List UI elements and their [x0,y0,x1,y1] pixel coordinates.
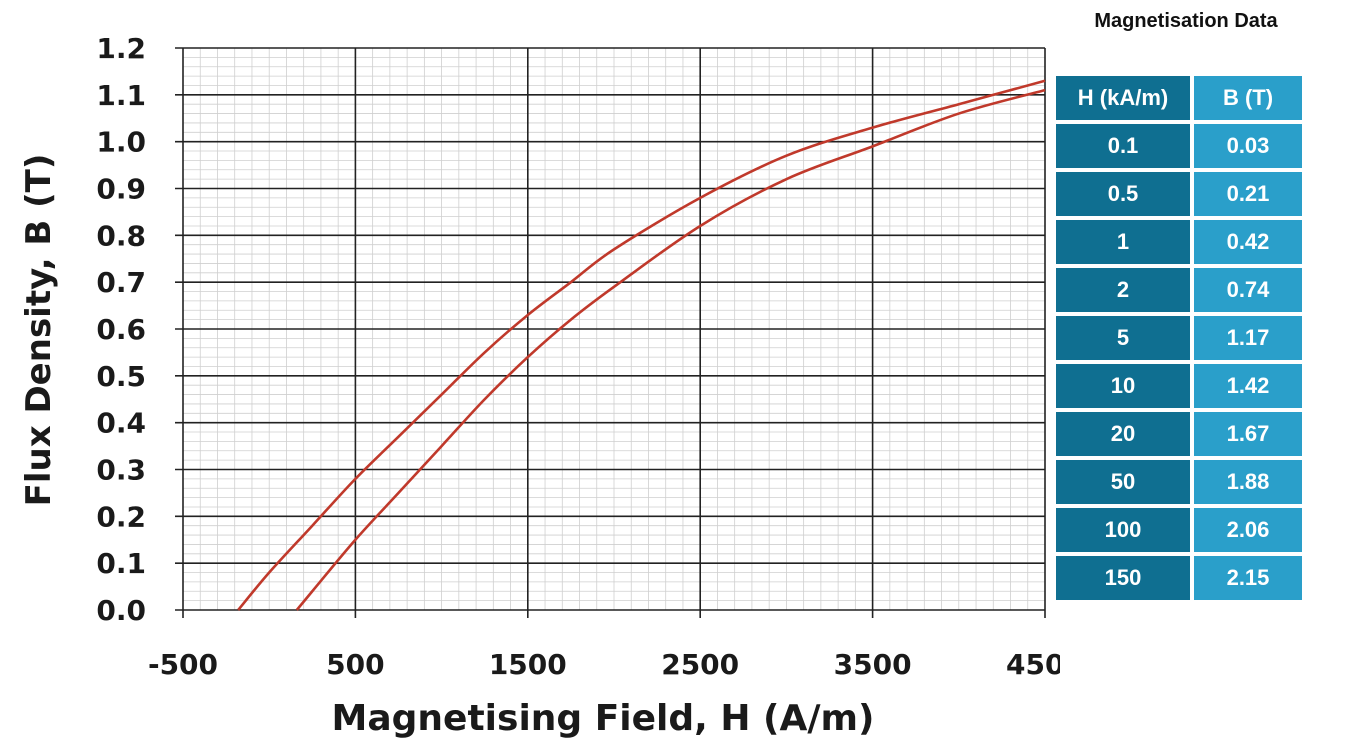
bh-chart: 0.00.10.20.30.40.50.60.70.80.91.01.11.2 … [19,32,1060,739]
y-tick-label: 0.9 [96,173,146,206]
cell-b: 1.67 [1194,412,1302,456]
table-row: 2 0.74 [1056,268,1302,312]
y-tick-label: 0.1 [96,547,146,580]
y-tick-label: 0.5 [96,360,146,393]
cell-h: 0.5 [1056,172,1190,216]
y-tick-label: 0.3 [96,454,146,487]
x-tick-label: 4500 [1006,648,1060,681]
table-title: Magnetisation Data [1094,10,1278,32]
table-row: 20 1.67 [1056,412,1302,456]
x-tick-label: 3500 [834,648,912,681]
bh-curve-2 [295,88,1046,611]
cell-h: 5 [1056,316,1190,360]
x-tick-label: -500 [148,648,218,681]
cell-h: 150 [1056,556,1190,600]
x-tick-label: 500 [326,648,384,681]
x-tick-label: 2500 [661,648,739,681]
cell-h: 50 [1056,460,1190,504]
cell-b: 0.03 [1194,124,1302,168]
x-axis-label: Magnetising Field, H (A/m) [332,698,875,739]
table-row: 10 1.42 [1056,364,1302,408]
y-tick-label: 0.2 [96,500,146,533]
y-tick-label: 0.6 [96,313,146,346]
cell-b: 2.06 [1194,508,1302,552]
cell-b: 1.42 [1194,364,1302,408]
magnetisation-table: H (kA/m) B (T) 0.1 0.03 0.5 0.21 1 0.42 2 0.… [1052,72,1306,604]
major-grid [175,47,1046,618]
table-row: 50 1.88 [1056,460,1302,504]
cell-h: 20 [1056,412,1190,456]
table-row: 0.1 0.03 [1056,124,1302,168]
cell-b: 1.17 [1194,316,1302,360]
x-tick-labels: -500 500 1500 2500 3500 4500 [148,648,1060,681]
table-header-row: H (kA/m) B (T) [1056,76,1302,120]
cell-b: 2.15 [1194,556,1302,600]
cell-h: 2 [1056,268,1190,312]
table-row: 150 2.15 [1056,556,1302,600]
y-tick-label: 1.0 [96,126,146,159]
x-tick-label: 1500 [489,648,567,681]
y-tick-labels: 0.0 0.1 0.2 0.3 0.4 0.5 0.6 0.7 0.8 0.9 1.0 1.1 1.2 [96,32,146,627]
cell-h: 10 [1056,364,1190,408]
y-tick-label: 0.0 [96,594,146,627]
y-tick-label: 1.1 [96,79,146,112]
header-h: H (kA/m) [1056,76,1190,120]
y-tick-label: 0.4 [96,407,146,440]
table-row: 100 2.06 [1056,508,1302,552]
cell-h: 0.1 [1056,124,1190,168]
y-tick-label: 0.8 [96,219,146,252]
table-row: 1 0.42 [1056,220,1302,264]
cell-b: 0.21 [1194,172,1302,216]
table-row: 0.5 0.21 [1056,172,1302,216]
table-row: 5 1.17 [1056,316,1302,360]
cell-h: 1 [1056,220,1190,264]
cell-h: 100 [1056,508,1190,552]
bh-curve-1 [237,79,1046,611]
y-tick-label: 1.2 [96,32,146,65]
y-tick-label: 0.7 [96,266,146,299]
series-layer [237,79,1046,611]
cell-b: 0.42 [1194,220,1302,264]
header-b: B (T) [1194,76,1302,120]
cell-b: 1.88 [1194,460,1302,504]
cell-b: 0.74 [1194,268,1302,312]
y-axis-label: Flux Density, B (T) [19,154,59,507]
